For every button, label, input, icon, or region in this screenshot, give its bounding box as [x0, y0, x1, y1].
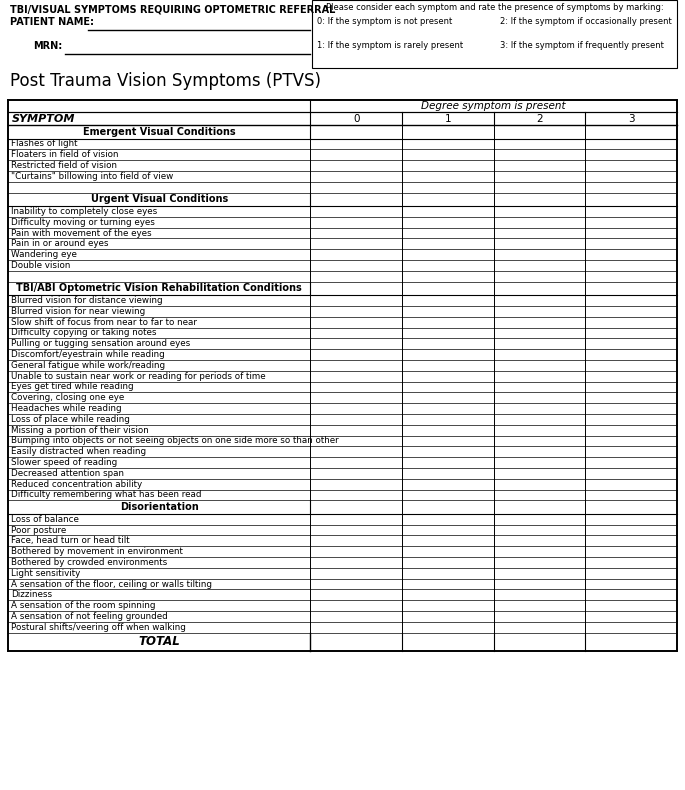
Text: Disorientation: Disorientation — [120, 502, 199, 512]
Text: TBI/VISUAL SYMPTOMS REQUIRING OPTOMETRIC REFERRAL: TBI/VISUAL SYMPTOMS REQUIRING OPTOMETRIC… — [10, 4, 336, 14]
Text: Pain with movement of the eyes: Pain with movement of the eyes — [11, 228, 151, 238]
Text: Degree symptom is present: Degree symptom is present — [421, 101, 566, 111]
Text: MRN:: MRN: — [33, 41, 62, 51]
Text: 2: If the symptom if occasionally present: 2: If the symptom if occasionally presen… — [499, 17, 671, 27]
Text: Discomfort/eyestrain while reading: Discomfort/eyestrain while reading — [11, 350, 165, 359]
Text: Blurred vision for near viewing: Blurred vision for near viewing — [11, 307, 145, 316]
Text: Difficulty copying or taking notes: Difficulty copying or taking notes — [11, 329, 156, 337]
Text: SYMPTOM: SYMPTOM — [12, 114, 75, 123]
Text: 2: 2 — [536, 114, 543, 123]
Text: Unable to sustain near work or reading for periods of time: Unable to sustain near work or reading f… — [11, 371, 266, 381]
Text: 1: If the symptom is rarely present: 1: If the symptom is rarely present — [317, 42, 464, 51]
Text: Floaters in field of vision: Floaters in field of vision — [11, 150, 119, 160]
Text: 0: 0 — [353, 114, 360, 123]
Text: Missing a portion of their vision: Missing a portion of their vision — [11, 426, 149, 434]
Text: Reduced concentration ability: Reduced concentration ability — [11, 480, 142, 488]
Text: Emergent Visual Conditions: Emergent Visual Conditions — [83, 126, 236, 137]
Text: Loss of place while reading: Loss of place while reading — [11, 415, 130, 423]
Text: Urgent Visual Conditions: Urgent Visual Conditions — [90, 194, 228, 205]
Text: Double vision: Double vision — [11, 261, 71, 270]
Text: Light sensitivity: Light sensitivity — [11, 569, 80, 577]
Text: PATIENT NAME:: PATIENT NAME: — [10, 17, 94, 27]
Text: Eyes get tired while reading: Eyes get tired while reading — [11, 382, 134, 391]
Text: Post Trauma Vision Symptoms (PTVS): Post Trauma Vision Symptoms (PTVS) — [10, 72, 321, 90]
Text: A sensation of the floor, ceiling or walls tilting: A sensation of the floor, ceiling or wal… — [11, 580, 212, 589]
Text: 3: 3 — [628, 114, 634, 123]
Text: Dizziness: Dizziness — [11, 590, 52, 600]
Text: Loss of balance: Loss of balance — [11, 515, 79, 524]
Text: Postural shifts/veering off when walking: Postural shifts/veering off when walking — [11, 623, 186, 632]
Text: 0: If the symptom is not present: 0: If the symptom is not present — [317, 17, 453, 27]
Text: General fatigue while work/reading: General fatigue while work/reading — [11, 361, 165, 370]
Bar — [8, 100, 677, 651]
Text: Inability to completely close eyes: Inability to completely close eyes — [11, 207, 158, 216]
Text: Bothered by movement in environment: Bothered by movement in environment — [11, 547, 183, 556]
Text: Bothered by crowded environments: Bothered by crowded environments — [11, 558, 167, 567]
Text: Covering, closing one eye: Covering, closing one eye — [11, 393, 124, 402]
Text: TOTAL: TOTAL — [138, 635, 180, 648]
Text: A sensation of the room spinning: A sensation of the room spinning — [11, 601, 155, 610]
Text: Blurred vision for distance viewing: Blurred vision for distance viewing — [11, 296, 162, 305]
Text: Bumping into objects or not seeing objects on one side more so than other: Bumping into objects or not seeing objec… — [11, 436, 339, 446]
Text: Face, head turn or head tilt: Face, head turn or head tilt — [11, 536, 129, 545]
Text: TBI/ABI Optometric Vision Rehabilitation Conditions: TBI/ABI Optometric Vision Rehabilitation… — [16, 284, 302, 293]
Text: Slow shift of focus from near to far to near: Slow shift of focus from near to far to … — [11, 318, 197, 326]
Text: "Curtains" billowing into field of view: "Curtains" billowing into field of view — [11, 171, 173, 181]
Text: Difficulty remembering what has been read: Difficulty remembering what has been rea… — [11, 491, 201, 499]
Text: Please consider each symptom and rate the presence of symptoms by marking:: Please consider each symptom and rate th… — [326, 3, 664, 12]
Text: 1: 1 — [445, 114, 451, 123]
Text: Difficulty moving or turning eyes: Difficulty moving or turning eyes — [11, 218, 155, 227]
Text: Flashes of light: Flashes of light — [11, 139, 77, 149]
Text: Pulling or tugging sensation around eyes: Pulling or tugging sensation around eyes — [11, 339, 190, 348]
Text: Pain in or around eyes: Pain in or around eyes — [11, 239, 108, 248]
Text: Headaches while reading: Headaches while reading — [11, 404, 122, 413]
Bar — [312, 0, 677, 68]
Text: 3: If the symptom if frequently present: 3: If the symptom if frequently present — [499, 42, 664, 51]
Text: Slower speed of reading: Slower speed of reading — [11, 458, 117, 467]
Text: Wandering eye: Wandering eye — [11, 250, 77, 259]
Text: Decreased attention span: Decreased attention span — [11, 468, 124, 478]
Text: Poor posture: Poor posture — [11, 525, 66, 535]
Text: Restricted field of vision: Restricted field of vision — [11, 161, 117, 170]
Text: A sensation of not feeling grounded: A sensation of not feeling grounded — [11, 612, 168, 621]
Text: Easily distracted when reading: Easily distracted when reading — [11, 447, 146, 456]
